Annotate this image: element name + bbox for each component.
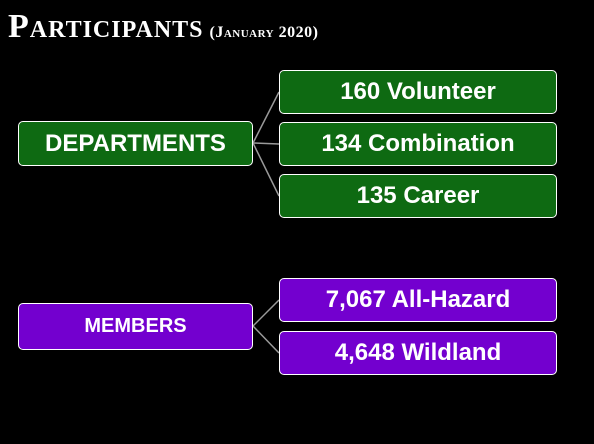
group-node: MEMBERS: [18, 303, 253, 350]
title: Participants: [8, 8, 204, 45]
connector: [252, 91, 280, 144]
child-node: 4,648 Wildland: [279, 331, 557, 375]
connector: [252, 325, 280, 354]
child-node: 134 Combination: [279, 122, 557, 166]
connector: [252, 299, 280, 327]
title-block: Participants (January 2020): [8, 8, 318, 46]
child-node: 7,067 All-Hazard: [279, 278, 557, 322]
child-node: 135 Career: [279, 174, 557, 218]
connector: [252, 142, 280, 197]
child-node: 160 Volunteer: [279, 70, 557, 114]
subtitle: (January 2020): [209, 24, 319, 41]
connector: [252, 142, 280, 145]
group-node: DEPARTMENTS: [18, 121, 253, 166]
